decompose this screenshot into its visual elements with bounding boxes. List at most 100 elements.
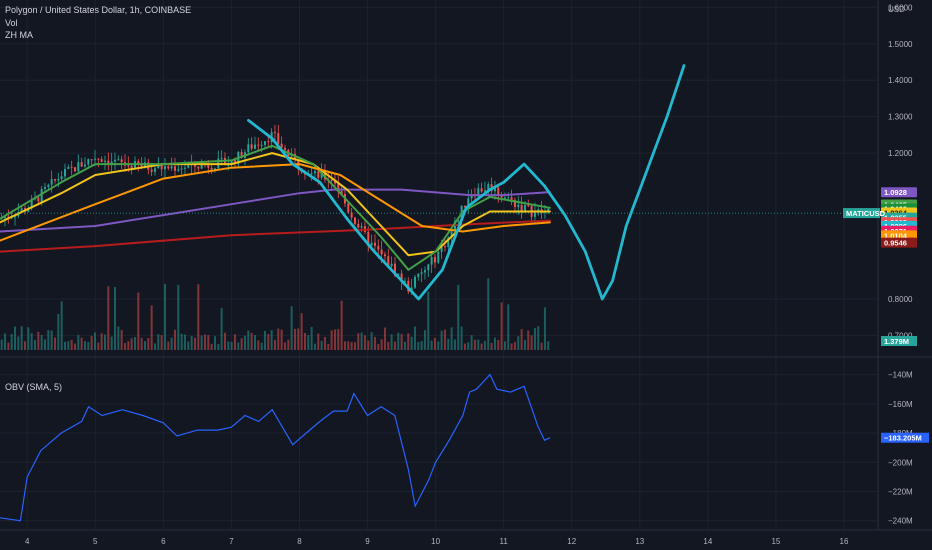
candle-body bbox=[263, 141, 266, 145]
price-badge-label: 1.0104 bbox=[884, 231, 908, 240]
volume-bar bbox=[13, 326, 16, 350]
volume-bar bbox=[180, 333, 183, 350]
volume-bar bbox=[263, 330, 266, 350]
volume-bar bbox=[183, 334, 186, 350]
volume-bar bbox=[193, 337, 196, 350]
volume-bar bbox=[160, 335, 163, 350]
volume-bar bbox=[227, 341, 230, 350]
obv-tick-label: −140M bbox=[888, 371, 913, 380]
candle-body bbox=[113, 159, 116, 162]
candle-body bbox=[40, 188, 43, 202]
volume-bar bbox=[277, 328, 280, 350]
candle-body bbox=[330, 179, 333, 181]
volume-bar bbox=[447, 338, 450, 350]
candle-body bbox=[163, 166, 166, 170]
time-tick-label: 12 bbox=[567, 537, 576, 546]
volume-bar bbox=[80, 337, 83, 350]
price-axis[interactable]: 1.6000 1.5000 1.4000 1.3000 1.2000 0.8000 0.70… bbox=[888, 3, 913, 340]
candle-body bbox=[463, 205, 466, 208]
candle-body bbox=[250, 144, 253, 149]
volume-bar bbox=[203, 334, 206, 350]
candle-body bbox=[350, 212, 353, 218]
volume-bar bbox=[87, 342, 90, 350]
volume-bar bbox=[383, 327, 386, 350]
volume-bar bbox=[433, 337, 436, 350]
volume-bar bbox=[473, 339, 476, 350]
candle-body bbox=[390, 263, 393, 267]
volume-bar bbox=[537, 326, 540, 350]
candle-body bbox=[403, 280, 406, 282]
volume-bar bbox=[453, 339, 456, 350]
volume-bar bbox=[527, 330, 530, 350]
time-axis[interactable]: 4 5 6 7 8 9 10 11 12 13 14 15 16 bbox=[25, 537, 849, 546]
obv-value-label: −183.205M bbox=[884, 434, 922, 443]
volume-badge-label: 1.379M bbox=[884, 337, 909, 346]
volume-bar bbox=[57, 313, 60, 350]
candle-body bbox=[520, 204, 523, 211]
volume-bar bbox=[520, 329, 523, 350]
volume-bar bbox=[187, 341, 190, 350]
volume-bar bbox=[397, 332, 400, 350]
candle-body bbox=[240, 151, 243, 158]
candle-body bbox=[497, 187, 500, 195]
volume-bar bbox=[467, 342, 470, 350]
grid-lines bbox=[0, 0, 878, 530]
volume-bar bbox=[170, 337, 173, 350]
candle-body bbox=[160, 164, 163, 170]
volume-bar bbox=[533, 327, 536, 350]
volume-bar bbox=[63, 341, 66, 350]
price-badge-label: 1.0928 bbox=[884, 188, 907, 197]
volume-bar bbox=[60, 301, 63, 350]
ma-indicator-label[interactable]: ZH MA bbox=[5, 30, 33, 40]
volume-bar bbox=[290, 306, 293, 350]
volume-bar bbox=[460, 326, 463, 350]
time-tick-label: 9 bbox=[365, 537, 370, 546]
time-tick-label: 4 bbox=[25, 537, 30, 546]
volume-bar bbox=[353, 342, 356, 350]
volume-bar bbox=[400, 334, 403, 350]
volume-bar bbox=[150, 305, 153, 350]
candle-body bbox=[377, 245, 380, 250]
candle-body bbox=[50, 179, 53, 185]
volume-bar bbox=[233, 334, 236, 350]
volume-bar bbox=[107, 286, 110, 350]
volume-bar bbox=[197, 284, 200, 350]
candle-body bbox=[130, 165, 133, 170]
volume-bar bbox=[40, 335, 43, 350]
candle-body bbox=[127, 165, 130, 167]
obv-indicator-label[interactable]: OBV (SMA, 5) bbox=[5, 382, 63, 392]
volume-bar bbox=[307, 335, 310, 350]
candle-body bbox=[180, 168, 183, 170]
candle-body bbox=[110, 161, 113, 165]
candle-body bbox=[430, 256, 433, 265]
symbol-title[interactable]: Polygon / United States Dollar, 1h, COIN… bbox=[5, 5, 192, 15]
volume-indicator-label[interactable]: Vol bbox=[5, 18, 18, 28]
volume-bar bbox=[133, 336, 136, 350]
candle-body bbox=[197, 166, 200, 169]
volume-bar bbox=[370, 332, 373, 350]
price-badge-label: 0.9546 bbox=[884, 239, 907, 248]
candle-body bbox=[467, 198, 470, 208]
candle-body bbox=[450, 231, 453, 238]
volume-bar bbox=[253, 335, 256, 350]
candle-body bbox=[220, 157, 223, 159]
time-tick-label: 5 bbox=[93, 537, 98, 546]
volume-bar bbox=[190, 335, 193, 350]
obv-line bbox=[0, 373, 551, 522]
volume-bar bbox=[207, 335, 210, 350]
volume-bar bbox=[430, 340, 433, 350]
volume-bar bbox=[47, 330, 50, 350]
volume-bar bbox=[3, 333, 6, 350]
volume-bar bbox=[300, 313, 303, 350]
obv-tick-label: −220M bbox=[888, 487, 913, 496]
candle-body bbox=[87, 159, 90, 165]
candle-body bbox=[283, 147, 286, 150]
volume-bar bbox=[480, 343, 483, 350]
volume-bar bbox=[317, 333, 320, 350]
candle-body bbox=[453, 221, 456, 232]
volume-bar bbox=[100, 333, 103, 350]
volume-bar bbox=[357, 333, 360, 350]
volume-bar bbox=[53, 337, 56, 350]
